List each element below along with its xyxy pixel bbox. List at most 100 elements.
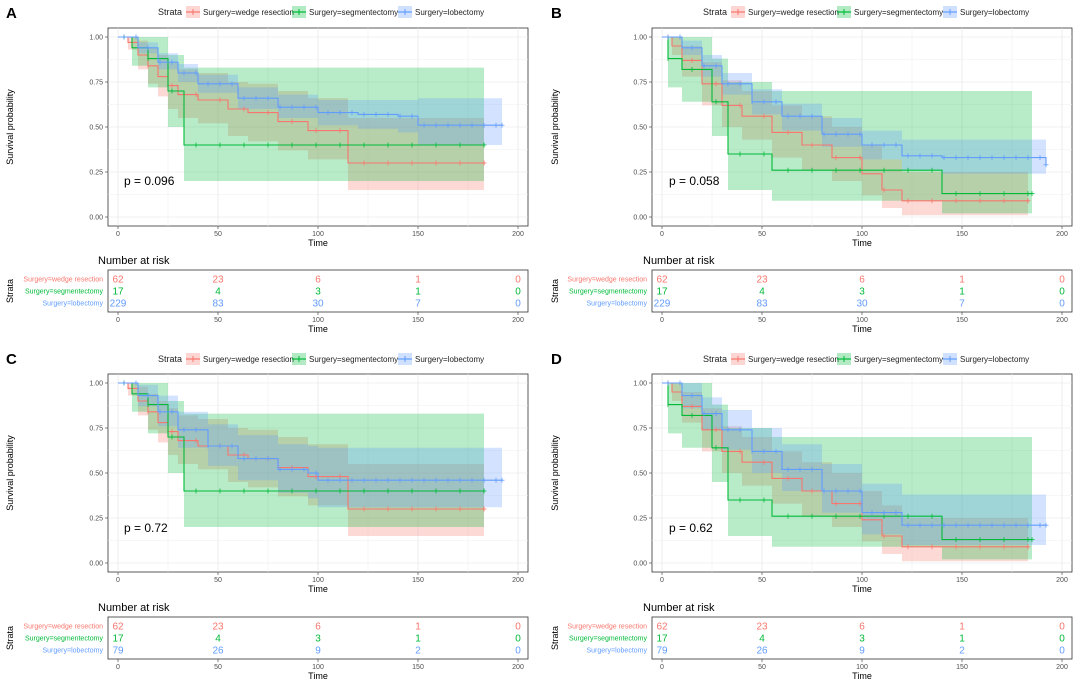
- risk-count: 0: [1059, 622, 1065, 633]
- y-tick-label: 1.00: [633, 381, 647, 388]
- risk-x-tick-label: 50: [758, 317, 766, 324]
- survival-curve-segment: [118, 382, 484, 492]
- y-tick-label: 0.50: [89, 125, 103, 132]
- risk-count: 3: [315, 287, 321, 298]
- x-tick-label: 150: [956, 577, 968, 584]
- legend: Strata Surgery=wedge resection Surgery=seg…: [703, 353, 1029, 365]
- panel-label: C: [6, 351, 17, 368]
- gridlines: [652, 28, 1072, 226]
- ci-band-wedge: [118, 37, 484, 190]
- risk-count: 62: [112, 622, 124, 633]
- risk-row-label-lobectomy: Surgery=lobectomy: [586, 301, 647, 308]
- risk-count: 2: [959, 646, 965, 657]
- legend-title: Strata: [703, 7, 727, 17]
- risk-x-tick-label: 150: [412, 317, 424, 324]
- risk-count: 1: [415, 634, 421, 645]
- legend-label-segment: Surgery=segmentectomy: [854, 355, 943, 364]
- y-axis-title: Survival probability: [5, 435, 15, 511]
- risk-table-title: Number at risk: [643, 602, 715, 614]
- risk-row-label-segment: Surgery=segmentectomy: [25, 636, 104, 643]
- survival-curve-lobectomy: [662, 36, 1047, 165]
- x-tick-label: 200: [512, 577, 524, 584]
- risk-x-tick-label: 150: [956, 664, 968, 671]
- risk-x-tick-label: 0: [660, 664, 664, 671]
- legend-label-lobectomy: Surgery=lobectomy: [960, 8, 1029, 17]
- x-tick-label: 200: [1056, 577, 1068, 584]
- censor-marks-lobectomy: [667, 380, 1049, 528]
- risk-count: 3: [859, 634, 865, 645]
- risk-count: 1: [415, 287, 421, 298]
- risk-table-area: [651, 269, 1073, 313]
- ci-band-segment: [662, 383, 1032, 560]
- x-tick-label: 50: [214, 577, 222, 584]
- x-tick-label: 100: [856, 231, 868, 238]
- risk-count: 17: [656, 287, 668, 298]
- survival-curve-segment: [662, 36, 1032, 195]
- risk-x-tick-label: 200: [1056, 664, 1068, 671]
- risk-x-tick-label: 0: [116, 317, 120, 324]
- y-tick-label: 0.75: [633, 80, 647, 87]
- legend-label-lobectomy: Surgery=lobectomy: [960, 355, 1029, 364]
- risk-count: 26: [756, 646, 768, 657]
- y-tick-label: 1.00: [633, 35, 647, 42]
- x-tick-label: 200: [1056, 231, 1068, 238]
- risk-count: 1: [415, 622, 421, 633]
- legend-label-segment: Surgery=segmentectomy: [854, 8, 943, 17]
- p-value: p = 0.62: [669, 521, 713, 535]
- survival-curve-segment: [118, 36, 484, 146]
- risk-row-label-lobectomy: Surgery=lobectomy: [42, 301, 103, 308]
- x-tick-label: 100: [312, 577, 324, 584]
- p-value: p = 0.058: [669, 174, 720, 188]
- panel-label: D: [551, 351, 562, 368]
- risk-count: 17: [112, 287, 124, 298]
- y-tick-label: 0.00: [89, 561, 103, 568]
- y-tick-label: 0.75: [89, 80, 103, 87]
- risk-count: 83: [212, 299, 224, 310]
- risk-count: 4: [759, 634, 765, 645]
- x-tick-label: 50: [758, 577, 766, 584]
- y-tick-label: 0.25: [633, 516, 647, 523]
- risk-count: 1: [959, 634, 965, 645]
- panel-label: B: [551, 5, 562, 22]
- risk-count: 0: [515, 275, 521, 286]
- risk-count: 4: [215, 634, 221, 645]
- survival-curve-segment: [662, 382, 1032, 541]
- risk-count: 6: [859, 622, 865, 633]
- risk-count: 0: [515, 622, 521, 633]
- x-tick-label: 0: [116, 577, 120, 584]
- risk-count: 79: [656, 646, 668, 657]
- risk-count: 23: [756, 622, 768, 633]
- legend-title: Strata: [158, 354, 182, 364]
- risk-count: 3: [859, 287, 865, 298]
- legend: Strata Surgery=wedge resection Surgery=seg…: [158, 353, 484, 365]
- risk-table-area: [651, 616, 1073, 660]
- risk-row-label-segment: Surgery=segmentectomy: [569, 636, 648, 643]
- y-tick-label: 0.50: [633, 471, 647, 478]
- legend-label-wedge: Surgery=wedge resection: [748, 355, 839, 364]
- censor-marks-segment: [123, 34, 487, 148]
- x-axis-title: Time: [308, 584, 328, 594]
- survival-curve-wedge: [118, 36, 484, 164]
- x-tick-label: 0: [116, 231, 120, 238]
- risk-count: 26: [212, 646, 224, 657]
- risk-count: 0: [515, 634, 521, 645]
- ci-band-segment: [662, 37, 1032, 214]
- censor-marks-lobectomy: [123, 34, 505, 128]
- risk-count: 6: [859, 275, 865, 286]
- x-tick-label: 150: [956, 231, 968, 238]
- risk-x-tick-label: 100: [312, 317, 324, 324]
- legend-label-wedge: Surgery=wedge resection: [203, 8, 294, 17]
- risk-x-tick-label: 100: [312, 664, 324, 671]
- risk-x-tick-label: 0: [116, 664, 120, 671]
- risk-x-axis-title: Time: [852, 671, 872, 681]
- risk-count: 0: [515, 287, 521, 298]
- risk-count: 4: [759, 287, 765, 298]
- risk-count: 2: [415, 646, 421, 657]
- legend-label-wedge: Surgery=wedge resection: [748, 8, 839, 17]
- risk-x-tick-label: 100: [856, 664, 868, 671]
- risk-count: 0: [515, 299, 521, 310]
- risk-count: 0: [1059, 275, 1065, 286]
- risk-count: 62: [656, 275, 668, 286]
